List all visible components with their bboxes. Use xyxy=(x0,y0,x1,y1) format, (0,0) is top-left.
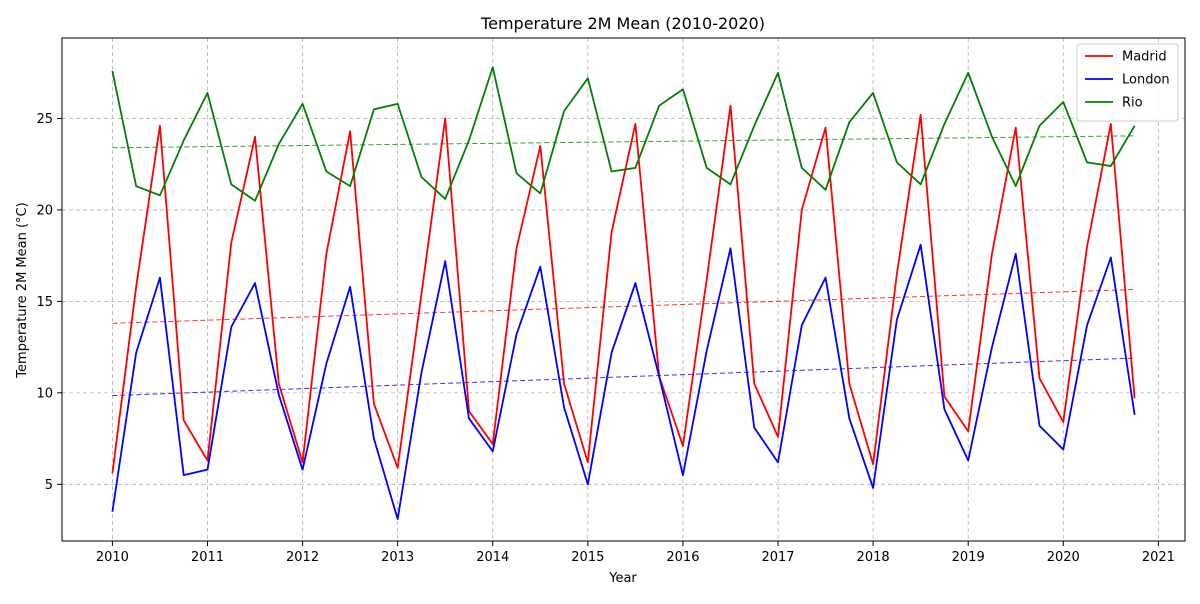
x-tick-label: 2016 xyxy=(666,550,699,565)
plot-frame xyxy=(61,37,1186,542)
trendline-madrid xyxy=(112,289,1135,324)
x-tick-label: 2014 xyxy=(476,550,509,565)
y-axis-title: Temperature 2M Mean (°C) xyxy=(15,202,30,378)
x-axis-ticks: 2010 2011 2012 2013 2014 2015 2016 2017 2018 2019… xyxy=(96,541,1175,565)
legend-label: London xyxy=(1122,73,1170,88)
y-tick-label: 20 xyxy=(36,203,53,218)
y-axis-ticks: 5 10 15 20 25 xyxy=(36,112,62,493)
x-axis-title: Year xyxy=(608,571,637,586)
chart-title: Temperature 2M Mean (2010-2020) xyxy=(480,14,765,33)
x-tick-label: 2020 xyxy=(1047,550,1080,565)
legend-label: Madrid xyxy=(1122,50,1167,65)
x-tick-label: 2018 xyxy=(857,550,890,565)
x-tick-label: 2021 xyxy=(1142,550,1175,565)
x-tick-label: 2010 xyxy=(96,550,129,565)
series-line-london xyxy=(111,243,1136,520)
grid xyxy=(62,38,1185,541)
y-tick-label: 15 xyxy=(36,295,53,310)
trendline-rio xyxy=(112,135,1135,149)
x-tick-label: 2015 xyxy=(571,550,604,565)
x-tick-label: 2012 xyxy=(286,550,319,565)
legend: Madrid London Rio xyxy=(1076,43,1179,122)
trendline-london xyxy=(112,357,1135,397)
series-line-rio xyxy=(111,66,1136,202)
y-tick-label: 25 xyxy=(36,112,53,127)
y-tick-label: 10 xyxy=(36,386,53,401)
x-tick-label: 2019 xyxy=(952,550,985,565)
series-lines xyxy=(111,66,1136,520)
y-tick-label: 5 xyxy=(45,478,53,493)
x-tick-label: 2011 xyxy=(191,550,224,565)
series-line-madrid xyxy=(111,104,1136,474)
x-tick-label: 2017 xyxy=(761,550,794,565)
x-tick-label: 2013 xyxy=(381,550,414,565)
trendlines xyxy=(112,135,1135,397)
legend-label: Rio xyxy=(1122,96,1143,111)
